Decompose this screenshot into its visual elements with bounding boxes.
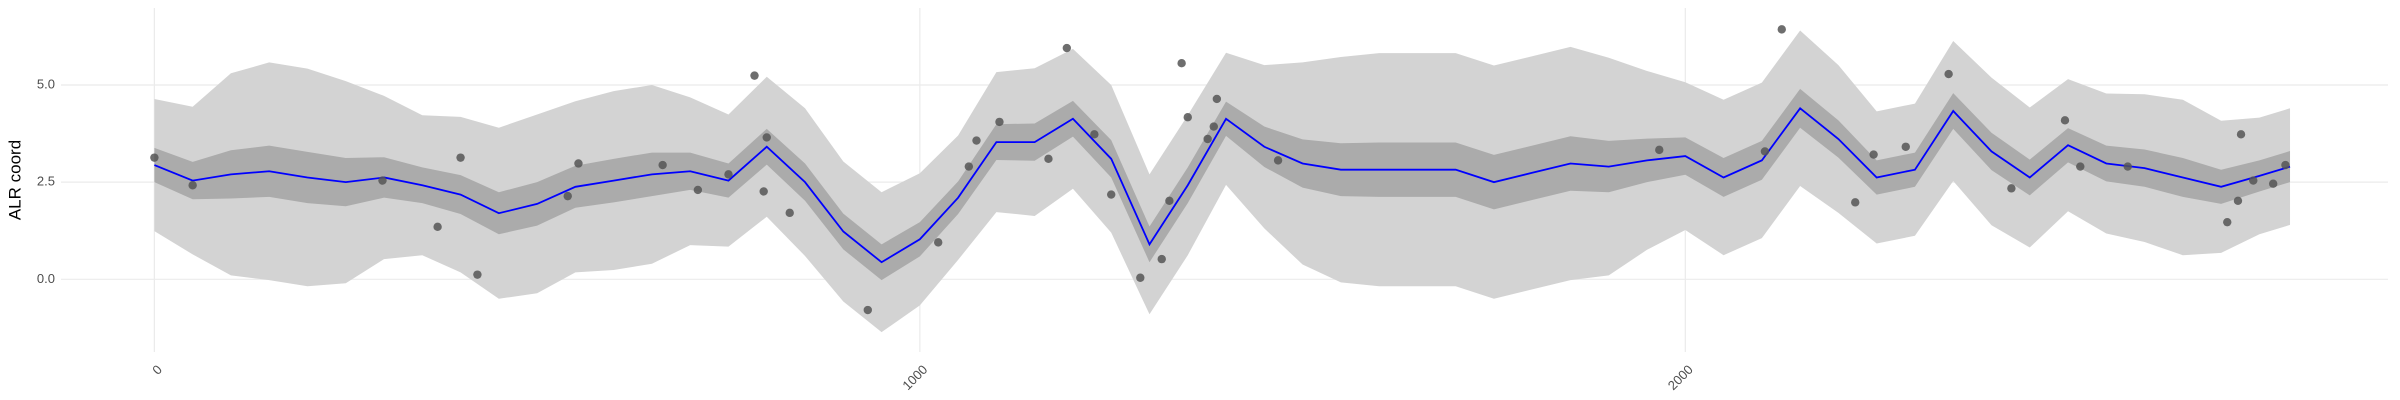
data-point (1090, 130, 1099, 139)
data-point (2076, 162, 2085, 171)
data-point (2281, 160, 2290, 170)
data-point (473, 270, 482, 279)
data-point (995, 117, 1004, 127)
data-point (934, 238, 943, 247)
data-point (2007, 184, 2016, 193)
data-point (1777, 25, 1786, 34)
y-axis-title: ALR coord (5, 140, 24, 220)
y-tick-label: 0.0 (37, 271, 55, 286)
data-point (433, 222, 442, 232)
data-point (759, 187, 768, 196)
data-point (693, 185, 703, 195)
data-point (2123, 162, 2132, 171)
data-point (456, 153, 465, 162)
y-tick-label: 2.5 (37, 174, 55, 189)
data-point (2236, 130, 2246, 139)
data-point (1944, 69, 1953, 79)
data-point (150, 153, 159, 162)
data-point (785, 208, 794, 218)
data-point (1062, 43, 1072, 53)
data-point (1183, 113, 1192, 122)
mean-line (154, 106, 2291, 264)
data-point (1157, 254, 1166, 264)
data-point (574, 159, 583, 168)
data-point (2060, 116, 2070, 125)
data-point (563, 191, 572, 201)
data-point (2223, 217, 2232, 227)
marks-layer (150, 25, 2291, 333)
data-point (972, 136, 981, 145)
data-point (1203, 134, 1212, 144)
data-point (724, 170, 733, 179)
data-point (2249, 176, 2258, 185)
data-point (964, 162, 974, 171)
data-point (1212, 94, 1222, 104)
confidence-band (154, 30, 2291, 333)
data-point (2268, 179, 2278, 188)
data-point (1044, 154, 1053, 164)
data-point (1273, 156, 1283, 165)
data-point (863, 305, 872, 315)
data-point (750, 71, 759, 80)
data-point (1655, 145, 1664, 155)
data-point (1165, 196, 1174, 205)
data-point (1901, 142, 1910, 151)
data-point (658, 160, 667, 170)
data-point (1107, 190, 1116, 199)
data-point (1136, 273, 1145, 282)
data-point (188, 181, 197, 190)
data-point (378, 176, 387, 185)
data-point (762, 133, 771, 142)
y-tick-label: 5.0 (37, 76, 55, 91)
data-point (1760, 147, 1770, 156)
data-point (1869, 150, 1878, 159)
data-point (1177, 58, 1186, 68)
data-point (1209, 122, 1218, 131)
data-point (2233, 196, 2243, 205)
data-point (1851, 198, 1860, 207)
